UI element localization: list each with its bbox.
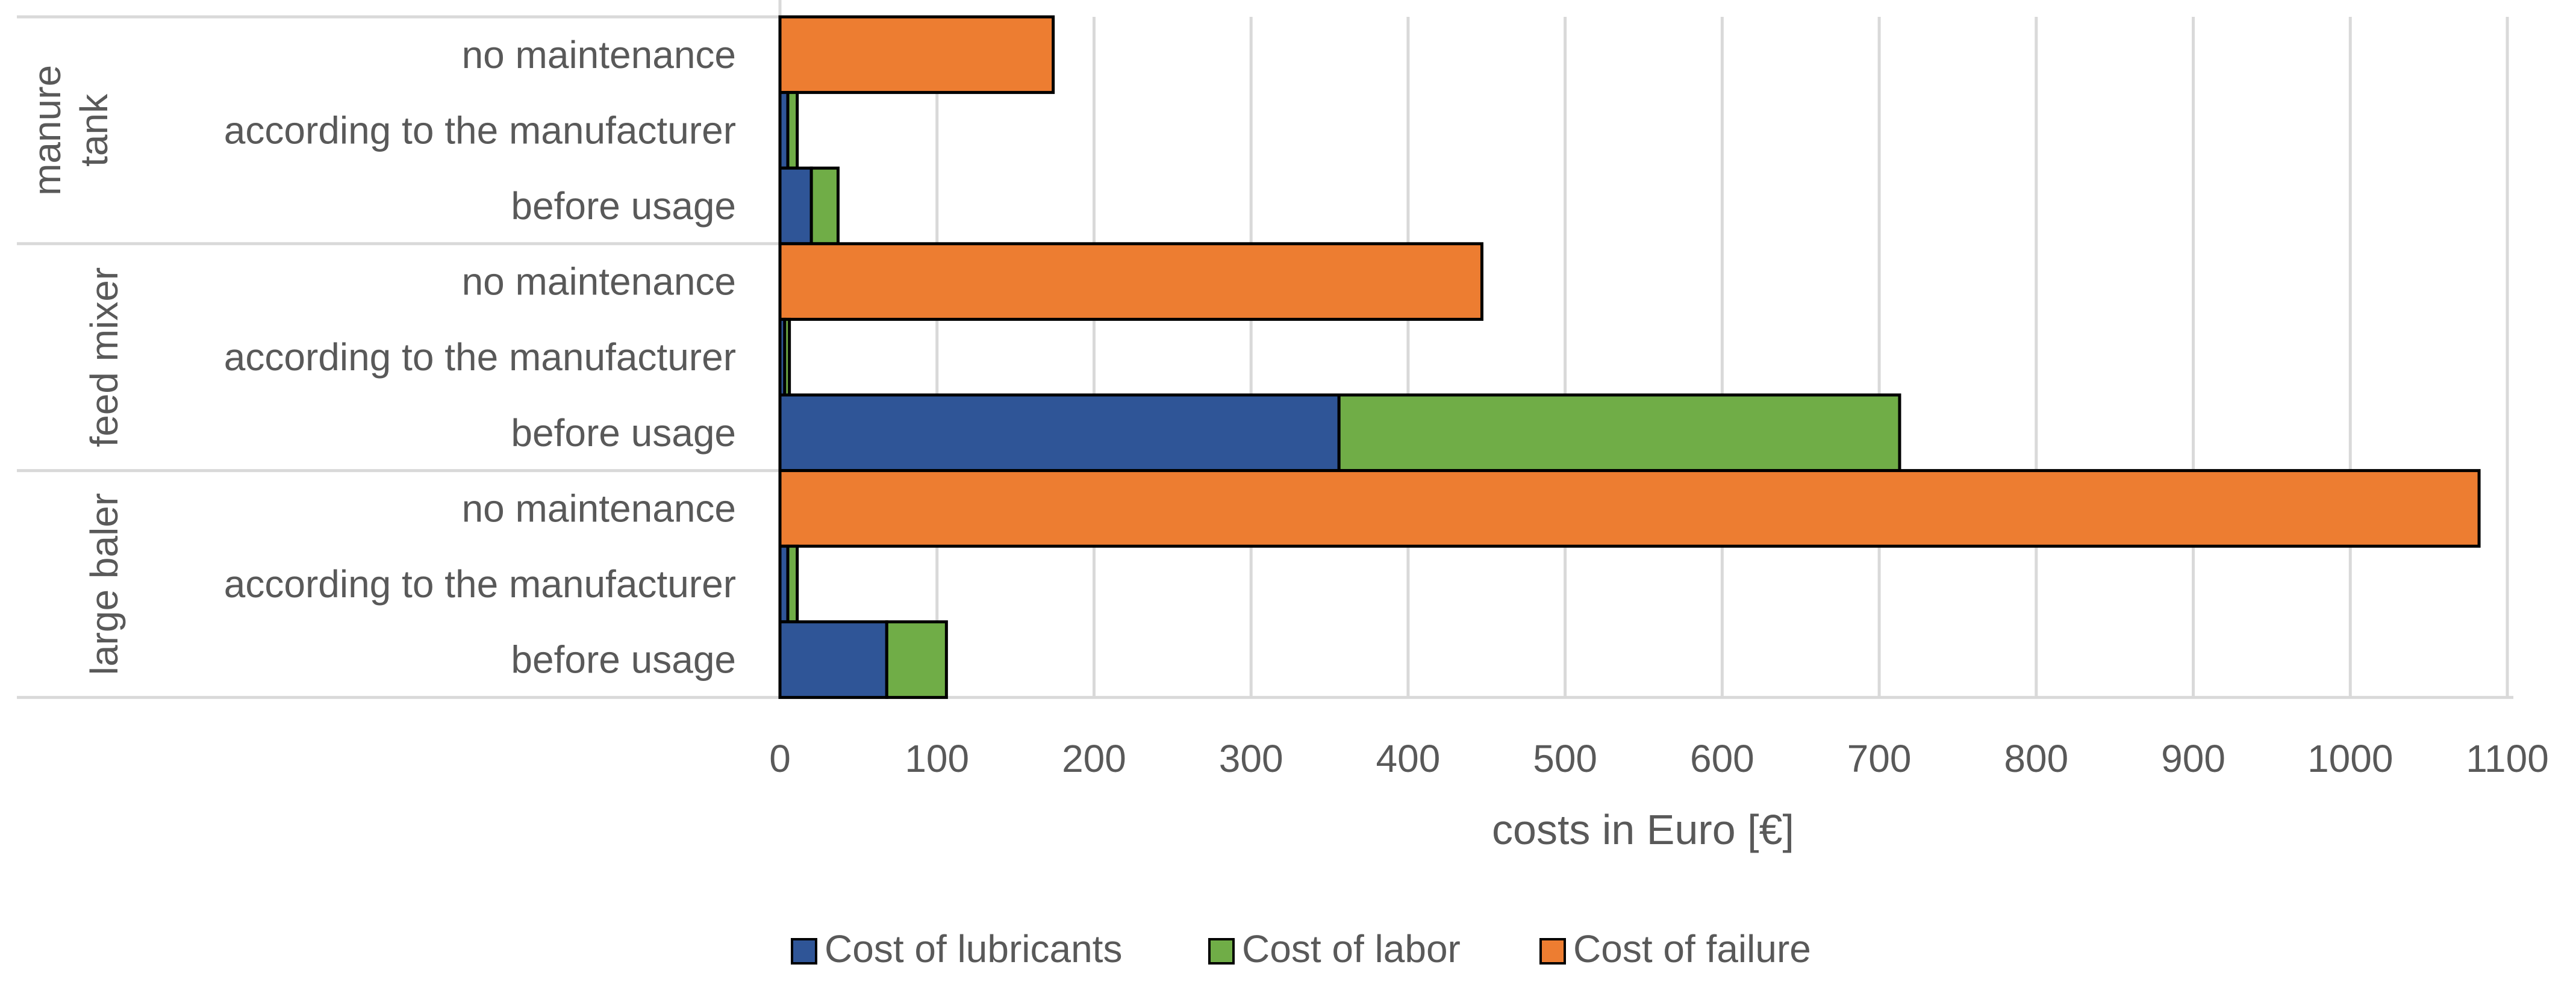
x-tick-label: 0 (769, 737, 791, 780)
x-tick-label: 700 (1847, 737, 1912, 780)
legend: Cost of lubricants Cost of labor Cost of f… (791, 927, 1811, 971)
bar-feed-mixer-before-usage-labor (1337, 393, 1901, 473)
category-label: according to the manufacturer (224, 335, 736, 379)
bar-manure-tank-before-usage-lubricants (778, 166, 813, 246)
x-tick-labels: 0 100 200 300 400 500 600 700 800 900 1000 1100 (769, 737, 2549, 780)
category-label: according to the manufacturer (224, 562, 736, 606)
category-label: before usage (511, 411, 736, 455)
category-label: no maintenance (462, 260, 736, 303)
bar-large-baler-no-maintenance-failure (778, 469, 2481, 548)
legend-label-failure: Cost of failure (1573, 927, 1811, 971)
group-label-line: feed mixer (83, 267, 126, 447)
legend-swatch-labor (1208, 938, 1235, 965)
category-separators (17, 0, 2513, 699)
bar-feed-mixer-before-usage-lubricants (778, 393, 1341, 473)
x-tick-label: 400 (1376, 737, 1441, 780)
bar-manure-tank-before-usage-labor (809, 166, 840, 246)
bar-large-baler-before-usage-labor (885, 620, 948, 699)
x-tick-label: 1100 (2466, 737, 2549, 780)
category-label: no maintenance (462, 33, 736, 76)
group-label-line: large baler (83, 493, 126, 675)
category-label: according to the manufacturer (224, 108, 736, 152)
gridlines (935, 17, 2509, 698)
legend-label-labor: Cost of labor (1242, 927, 1461, 971)
x-tick-label: 500 (1533, 737, 1597, 780)
legend-label-lubricants: Cost of lubricants (825, 927, 1122, 971)
group-label-large-baler: large baler (83, 493, 126, 675)
bar-feed-mixer-no-maintenance-failure (778, 242, 1483, 321)
x-tick-label: 100 (905, 737, 969, 780)
legend-swatch-lubricants (791, 938, 817, 965)
category-label: before usage (511, 638, 736, 682)
category-label: before usage (511, 184, 736, 228)
bar-large-baler-according-to-the-manufacturer-labor (786, 544, 799, 624)
category-label: no maintenance (462, 486, 736, 530)
x-tick-label: 600 (1690, 737, 1754, 780)
legend-swatch-failure (1539, 938, 1566, 965)
x-axis-title: costs in Euro [€] (1492, 806, 1794, 853)
bar-feed-mixer-according-to-the-manufacturer-labor (783, 317, 791, 397)
x-tick-label: 1000 (2307, 737, 2393, 780)
group-label-line: manure (25, 65, 69, 196)
x-tick-label: 800 (2004, 737, 2068, 780)
category-labels: no maintenance according to the manufactu… (224, 33, 736, 682)
group-label-feed-mixer: feed mixer (83, 267, 126, 447)
bar-manure-tank-according-to-the-manufacturer-labor (786, 91, 799, 170)
group-label-manure-tank: manuretank (25, 65, 116, 196)
bars (778, 15, 2481, 699)
x-tick-label: 900 (2161, 737, 2225, 780)
x-tick-label: 200 (1062, 737, 1126, 780)
group-labels: manuretank feed mixer large baler (25, 65, 126, 675)
group-label-line: tank (72, 93, 116, 167)
bar-manure-tank-no-maintenance-failure (778, 15, 1055, 95)
bar-large-baler-before-usage-lubricants (778, 620, 888, 699)
x-tick-label: 300 (1219, 737, 1283, 780)
